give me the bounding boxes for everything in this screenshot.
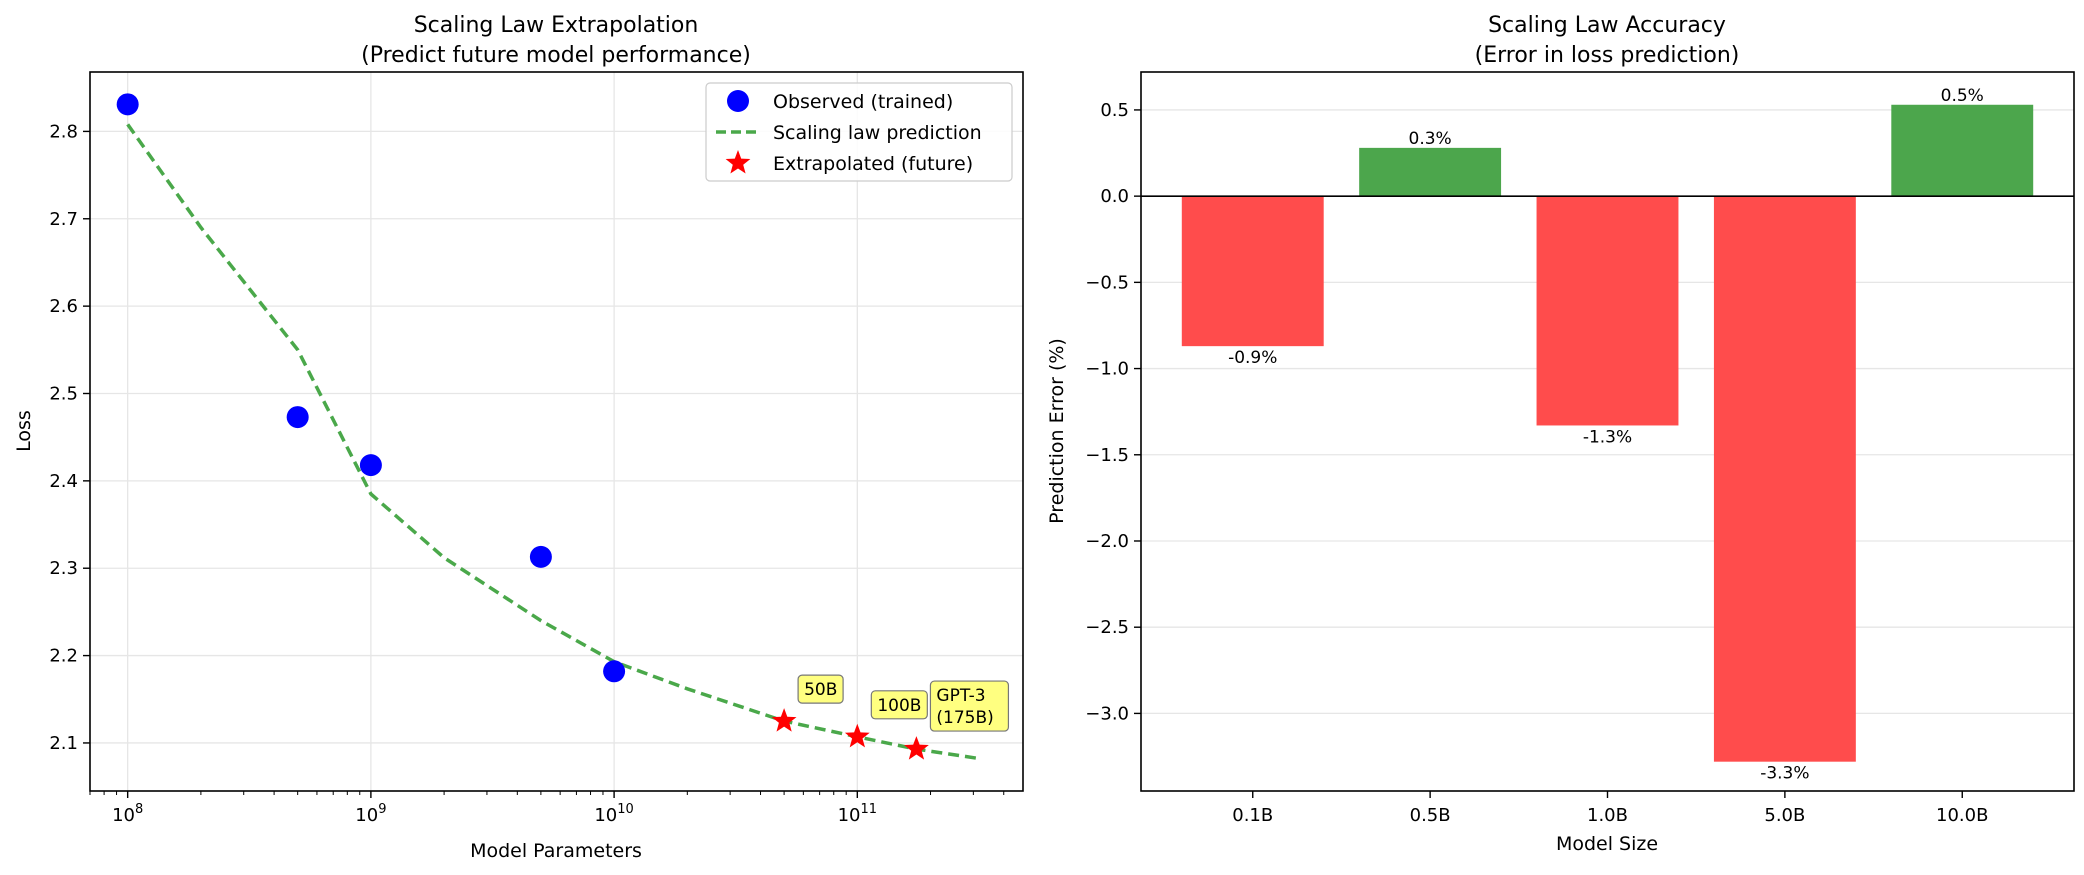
left-chart-title-line2: (Predict future model performance) (361, 43, 751, 68)
left-x-axis-label: Model Parameters (470, 840, 642, 862)
right-y-tick-label: −3.0 (1085, 703, 1129, 724)
right-x-tick-label: 0.5B (1410, 805, 1451, 826)
error-bar (1359, 147, 1502, 197)
left-axes-frame (89, 71, 1024, 792)
annotation-label: 50B (804, 680, 837, 700)
legend-extrapolated-marker (725, 150, 751, 174)
extrapolated-star (771, 708, 797, 732)
left-annotations: 50B 100B GPT-3(175B) (797, 674, 1010, 732)
left-y-tick-label: 2.1 (49, 733, 78, 754)
right-axis-ticks: 0.5 0.0 −0.5 −1.0 −1.5 −2.0 −2.5 −3.0 0.1B 0.5B 1.… (1085, 100, 1988, 826)
scaling-extrapolation-chart: Scaling Law Extrapolation (Predict futur… (13, 13, 1024, 862)
left-y-tick-label: 2.4 (49, 471, 78, 492)
left-grid (90, 72, 1023, 791)
right-data-labels: -0.9% 0.3% -1.3% -3.3% 0.5% (1228, 86, 1984, 784)
annotation-label: (175B) (936, 708, 993, 728)
right-y-tick-label: −1.5 (1085, 445, 1129, 466)
annotation-box (870, 690, 928, 720)
error-bar (1536, 196, 1679, 426)
left-x-tick-label: 1010 (594, 802, 633, 826)
observed-point (603, 660, 626, 683)
right-x-tick-label: 0.1B (1232, 805, 1273, 826)
extrapolated-star (904, 736, 929, 760)
tick-base: 10 (838, 805, 861, 826)
tick-exponent: 11 (860, 802, 877, 817)
right-y-tick-label: 0.5 (1100, 100, 1129, 121)
tick-base: 10 (594, 805, 617, 826)
right-plot-data (1181, 104, 2034, 762)
right-x-tick-label: 5.0B (1764, 805, 1805, 826)
bar-data-label: -0.9% (1228, 348, 1277, 368)
left-chart-title-line1: Scaling Law Extrapolation (414, 13, 699, 38)
observed-point (529, 545, 552, 568)
bar-data-label: 0.3% (1409, 129, 1452, 149)
error-bar (1713, 196, 1856, 762)
tick-exponent: 9 (378, 802, 386, 817)
left-y-tick-label: 2.7 (49, 209, 78, 230)
scaling-law-prediction-line (126, 123, 981, 761)
right-chart-title-line2: (Error in loss prediction) (1475, 43, 1740, 68)
error-bar (1891, 104, 2034, 197)
legend-extrapolated-label: Extrapolated (future) (773, 153, 973, 175)
tick-base: 10 (112, 805, 135, 826)
right-y-tick-label: −2.5 (1085, 617, 1129, 638)
right-y-tick-label: −2.0 (1085, 531, 1129, 552)
bar-data-label: -1.3% (1583, 427, 1632, 447)
left-x-tick-label: 108 (112, 802, 143, 826)
right-y-tick-label: −0.5 (1085, 272, 1129, 293)
bar-data-label: -3.3% (1760, 764, 1809, 784)
extrapolated-star (844, 723, 870, 748)
tick-exponent: 10 (617, 802, 634, 817)
left-plot-data (116, 93, 981, 761)
left-y-tick-label: 2.2 (49, 646, 78, 667)
prediction-error-chart: Scaling Law Accuracy (Error in loss pred… (1046, 13, 2075, 855)
right-y-axis-label: Prediction Error (%) (1046, 338, 1068, 524)
error-bar (1181, 196, 1324, 347)
observed-point (286, 406, 309, 429)
legend-box (705, 82, 1013, 182)
annotation-label: 100B (877, 696, 921, 716)
left-y-tick-label: 2.5 (49, 383, 78, 404)
legend-observed-label: Observed (trained) (773, 91, 953, 113)
right-y-tick-label: −1.0 (1085, 359, 1129, 380)
bar-data-label: 0.5% (1941, 86, 1984, 106)
right-y-tick-label: 0.0 (1100, 186, 1129, 207)
left-x-tick-label: 109 (355, 802, 386, 826)
annotation-box (929, 680, 1010, 732)
left-y-axis-label: Loss (13, 410, 35, 452)
left-y-tick-label: 2.8 (49, 121, 78, 142)
tick-exponent: 8 (135, 802, 143, 817)
right-x-tick-label: 10.0B (1936, 805, 1988, 826)
annotation-label: GPT-3 (936, 686, 985, 706)
right-x-tick-label: 1.0B (1587, 805, 1628, 826)
legend-observed-marker (727, 90, 749, 112)
left-y-tick-label: 2.6 (49, 296, 78, 317)
tick-base: 10 (355, 805, 378, 826)
legend-prediction-label: Scaling law prediction (773, 122, 982, 144)
left-x-tick-label: 1011 (838, 802, 877, 826)
left-y-tick-label: 2.3 (49, 558, 78, 579)
observed-point (116, 93, 139, 116)
right-chart-title-line1: Scaling Law Accuracy (1488, 13, 1726, 38)
observed-point (359, 454, 382, 477)
legend: Observed (trained) Scaling law predictio… (705, 82, 1013, 182)
right-x-axis-label: Model Size (1556, 833, 1658, 855)
annotation-box (797, 674, 844, 704)
